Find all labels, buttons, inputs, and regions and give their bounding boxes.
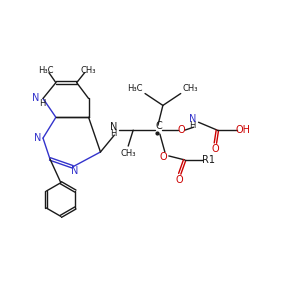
Text: N: N (71, 166, 78, 176)
Text: N: N (32, 94, 40, 103)
Text: C: C (155, 121, 162, 131)
Text: O: O (176, 175, 184, 185)
Text: N: N (110, 122, 117, 132)
Text: H₃C: H₃C (38, 66, 54, 75)
Text: CH₃: CH₃ (81, 66, 96, 75)
Text: H: H (110, 129, 116, 138)
Text: CH₃: CH₃ (121, 149, 136, 158)
Text: N: N (34, 133, 42, 143)
Text: H: H (39, 99, 45, 108)
Text: CH₃: CH₃ (183, 84, 198, 93)
Text: H: H (189, 121, 196, 130)
Text: O: O (159, 152, 167, 162)
Text: H₃C: H₃C (128, 84, 143, 93)
Text: N: N (189, 114, 196, 124)
Text: O: O (178, 125, 185, 135)
Text: R1: R1 (202, 155, 215, 165)
Text: O: O (212, 144, 219, 154)
Text: OH: OH (236, 125, 250, 135)
